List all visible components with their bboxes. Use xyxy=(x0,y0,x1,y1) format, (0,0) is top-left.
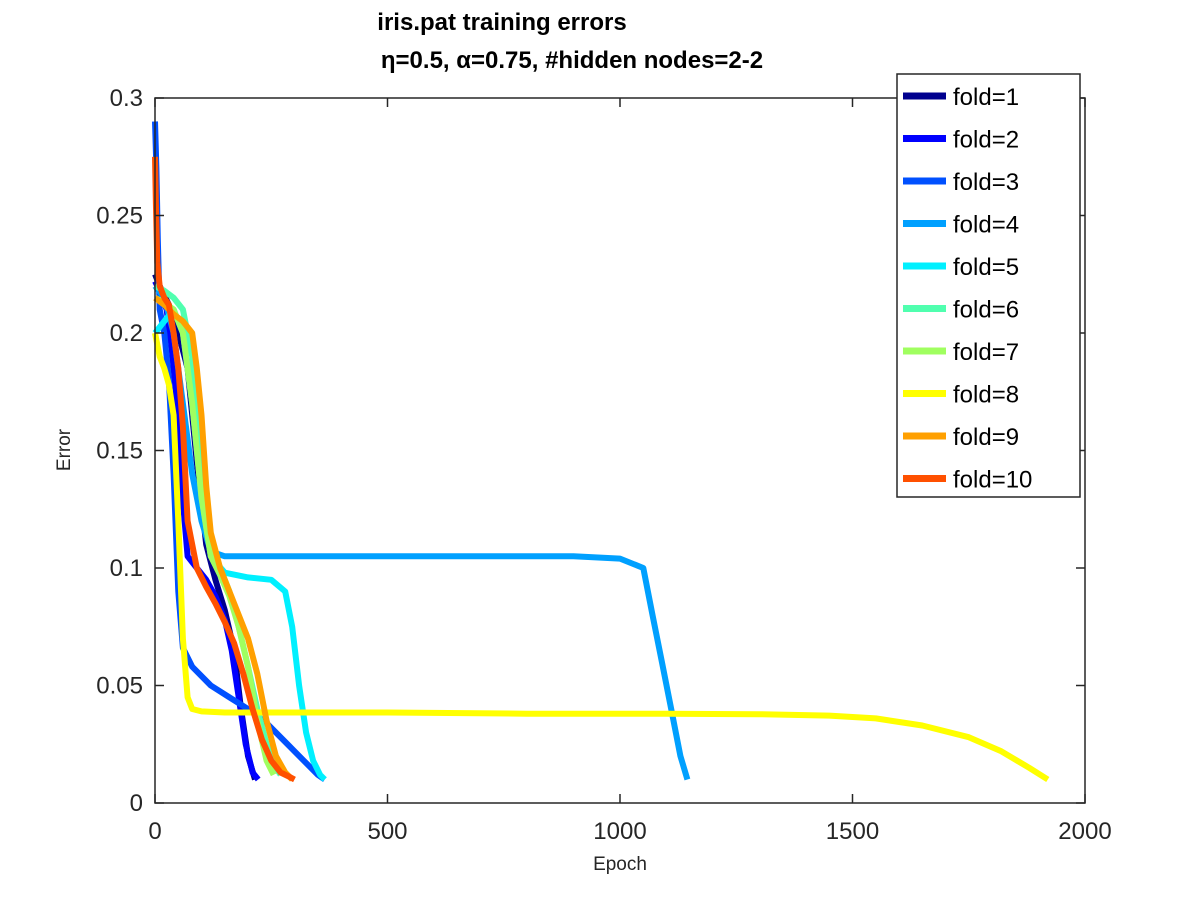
y-tick-label: 0.3 xyxy=(110,85,143,112)
chart-title-line2: η=0.5, α=0.75, #hidden nodes=2-2 xyxy=(381,47,763,74)
y-tick-label: 0.25 xyxy=(96,203,143,230)
legend-label-fold-9: fold=9 xyxy=(953,424,1019,451)
series-layer xyxy=(152,121,1050,783)
y-tick-label: 0.1 xyxy=(110,555,143,582)
ticks-layer: 0 500 1000 1500 2000 0 0.05 0.1 0.15 0.2 0.25 0.3 xyxy=(96,85,1111,845)
legend-label-fold-1: fold=1 xyxy=(953,84,1019,111)
legend-label-fold-2: fold=2 xyxy=(953,127,1019,154)
x-tick-label: 1000 xyxy=(593,818,646,845)
x-tick-label: 0 xyxy=(148,818,161,845)
x-tick-label: 500 xyxy=(367,818,407,845)
x-tick-label: 1500 xyxy=(826,818,879,845)
series-line-fold-9 xyxy=(153,295,295,782)
y-axis-label: Error xyxy=(54,428,75,471)
series-line-fold-10 xyxy=(152,156,296,783)
y-tick-label: 0.05 xyxy=(96,673,143,700)
series-line-fold-4 xyxy=(152,284,691,781)
legend-label-fold-6: fold=6 xyxy=(953,297,1019,324)
chart-title-line1: iris.pat training errors xyxy=(377,9,626,36)
legend-label-fold-3: fold=3 xyxy=(953,169,1019,196)
legend-label-fold-8: fold=8 xyxy=(953,382,1019,409)
y-tick-label: 0.2 xyxy=(110,320,143,347)
legend-label-fold-4: fold=4 xyxy=(953,212,1019,239)
legend-box xyxy=(896,73,1081,498)
y-tick-label: 0.15 xyxy=(96,438,143,465)
y-tick-label: 0 xyxy=(130,790,143,817)
x-tick-label: 2000 xyxy=(1058,818,1111,845)
legend-label-fold-10: fold=10 xyxy=(953,467,1032,494)
series-line-fold-8 xyxy=(152,332,1050,783)
x-axis-label: Epoch xyxy=(593,854,647,875)
legend-label-fold-7: fold=7 xyxy=(953,339,1019,366)
legend-label-fold-5: fold=5 xyxy=(953,254,1019,281)
legend: fold=1 fold=2 fold=3 fold=4 fold=5 fold=6 fold… xyxy=(896,73,1081,498)
